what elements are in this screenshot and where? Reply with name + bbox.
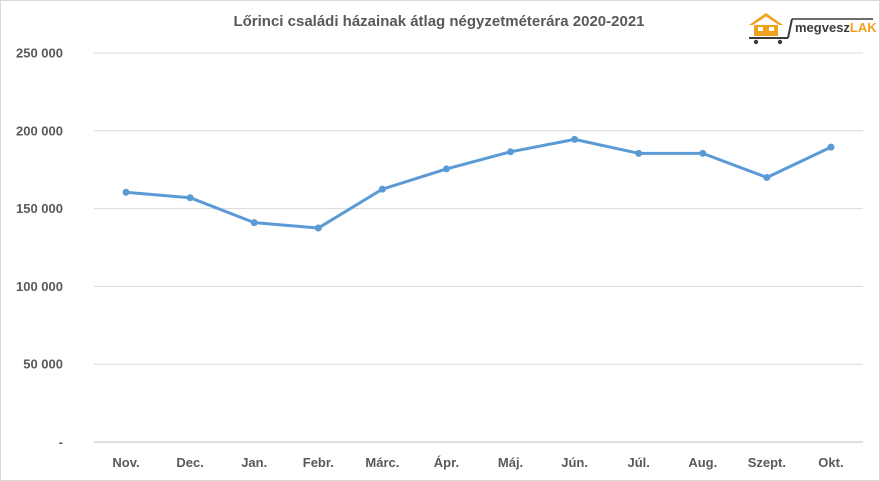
x-tick-label: Szept.: [748, 455, 786, 470]
x-tick-label: Jún.: [561, 455, 588, 470]
series-line-group: [122, 135, 835, 232]
logo-text-main: megvesz: [795, 20, 850, 35]
x-tick-label: Jan.: [241, 455, 267, 470]
gridlines: [94, 52, 863, 443]
data-point: [507, 148, 515, 156]
x-tick-label: Aug.: [688, 455, 717, 470]
chart-title: Lőrinci családi házainak átlag négyzetmé…: [233, 13, 645, 30]
y-tick-label: -: [59, 435, 63, 450]
data-point: [763, 173, 771, 181]
x-tick-label: Okt.: [818, 455, 843, 470]
data-point: [186, 194, 194, 202]
house-cart-icon: [749, 13, 873, 45]
data-point: [442, 165, 450, 173]
x-tick-label: Júl.: [628, 455, 650, 470]
y-tick-label: 150 000: [16, 201, 63, 216]
x-axis-tick-labels: Nov. Dec. Jan. Febr. Márc. Ápr. Máj. Jún. Júl. Au…: [112, 455, 843, 470]
logo-text-accent: LAK: [849, 20, 877, 35]
x-tick-label: Márc.: [365, 455, 399, 470]
data-point: [827, 143, 835, 151]
data-point: [314, 224, 322, 232]
x-tick-label: Nov.: [112, 455, 139, 470]
x-tick-label: Máj.: [498, 455, 523, 470]
x-tick-label: Dec.: [176, 455, 203, 470]
data-point: [571, 135, 579, 143]
y-tick-label: 100 000: [16, 279, 63, 294]
logo: [749, 13, 873, 45]
data-point: [250, 219, 258, 227]
data-point: [635, 149, 643, 157]
x-tick-label: Ápr.: [434, 455, 459, 470]
y-tick-label: 200 000: [16, 123, 63, 138]
data-point: [699, 149, 707, 157]
y-tick-label: 250 000: [16, 46, 63, 61]
y-axis-tick-labels: - 50 000 100 000 150 000 200 000 250 000: [16, 46, 63, 450]
data-point: [378, 185, 386, 193]
logo-wordmark: megveszLAK: [795, 20, 877, 35]
x-tick-label: Febr.: [303, 455, 334, 470]
data-point: [122, 188, 130, 196]
y-tick-label: 50 000: [23, 357, 63, 372]
series-line: [124, 137, 833, 230]
